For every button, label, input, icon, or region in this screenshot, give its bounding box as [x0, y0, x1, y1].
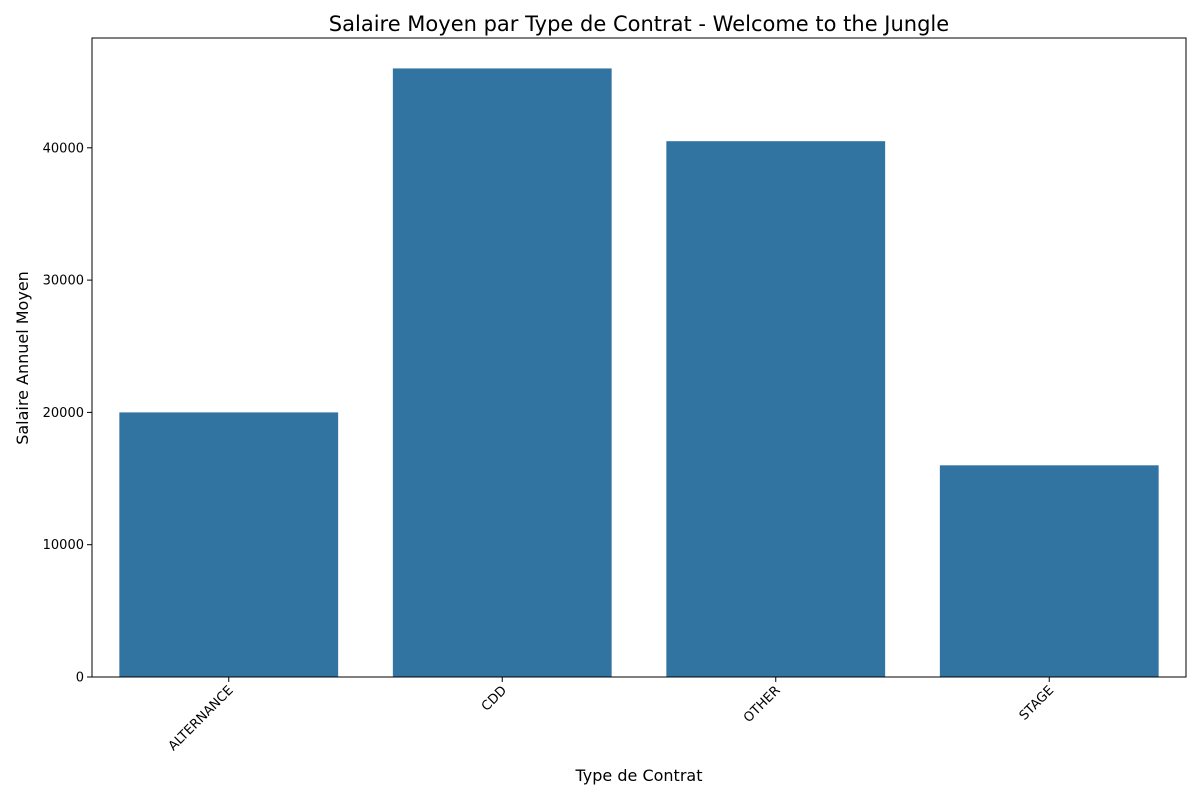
y-axis-title: Salaire Annuel Moyen	[13, 271, 32, 445]
bars-group	[119, 68, 1159, 677]
y-tick-label: 40000	[43, 141, 84, 156]
bar-alternance	[119, 412, 339, 677]
chart-title: Salaire Moyen par Type de Contrat - Welc…	[329, 12, 949, 36]
x-axis-title: Type de Contrat	[575, 766, 703, 785]
y-tick-label: 0	[76, 671, 84, 686]
y-tick-label: 30000	[43, 274, 84, 289]
x-tick-label: CDD	[479, 683, 510, 714]
bar-cdd	[392, 68, 612, 677]
bar-stage	[939, 465, 1159, 677]
x-axis-ticks: ALTERNANCE CDD OTHER STAGE	[166, 677, 1057, 754]
x-tick-label: ALTERNANCE	[166, 683, 237, 754]
x-tick-label: OTHER	[741, 683, 784, 726]
bar-other	[666, 141, 886, 677]
y-tick-label: 10000	[43, 538, 84, 553]
y-tick-label: 20000	[43, 406, 84, 421]
x-tick-label: STAGE	[1017, 683, 1057, 723]
y-axis-ticks: 0 10000 20000 30000 40000	[43, 141, 92, 686]
plot-frame	[91, 37, 1187, 678]
